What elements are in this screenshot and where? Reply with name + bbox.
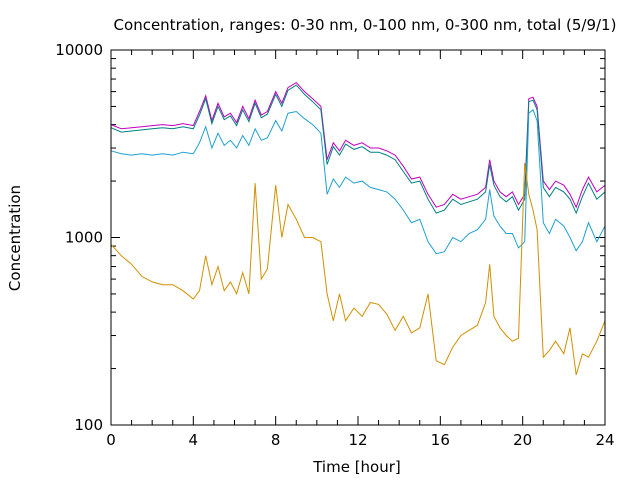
- series-line-4: [110, 162, 606, 376]
- x-tick-label: 12: [348, 431, 367, 449]
- series-line-3: [110, 108, 606, 255]
- x-tick-label: 8: [271, 431, 281, 449]
- y-tick-label: 100: [74, 416, 103, 434]
- x-tick-label: 4: [189, 431, 199, 449]
- x-tick-label: 20: [513, 431, 532, 449]
- plot-frame: [110, 49, 606, 426]
- y-tick-label: 10000: [55, 41, 103, 59]
- x-tick-label: 0: [106, 431, 116, 449]
- y-tick-label: 1000: [65, 229, 103, 247]
- x-tick-label: 16: [431, 431, 450, 449]
- x-axis-label: Time [hour]: [312, 458, 401, 476]
- x-tick-label: 24: [595, 431, 614, 449]
- axis-ticks: 0 4 8 12 16 20 24 100 1000 10000: [55, 41, 614, 449]
- series-line-2: [110, 84, 606, 215]
- chart-title: Concentration, ranges: 0-30 nm, 0-100 nm…: [114, 16, 617, 34]
- series-layer: [110, 81, 606, 376]
- y-axis-label: Concentration: [6, 185, 24, 291]
- series-line-1: [110, 81, 606, 209]
